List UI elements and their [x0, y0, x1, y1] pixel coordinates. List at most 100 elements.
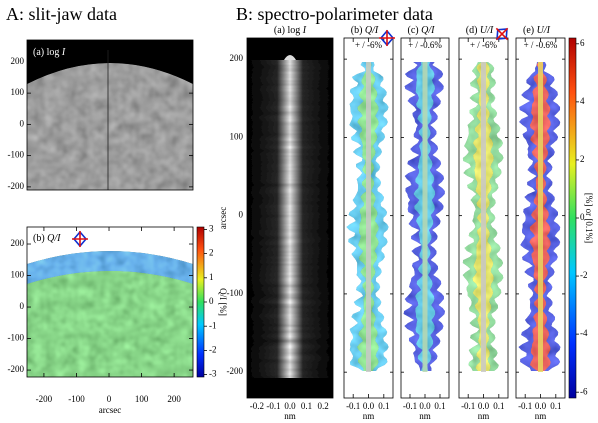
y-tick-label: 100 — [11, 87, 25, 97]
colorbar — [196, 226, 205, 378]
panel-label: (d) U/I — [466, 25, 494, 36]
y-tick-label: 3 — [209, 223, 214, 233]
y-tick-label: 2 — [209, 248, 214, 258]
x-tick-label: -200 — [36, 394, 53, 404]
icon-red — [72, 231, 88, 247]
y-tick-label: 1 — [209, 272, 214, 282]
x-tick-label: 0.0 — [363, 401, 375, 411]
x-tick-label: 0.0 — [284, 401, 296, 411]
y-tick-label: 100 — [230, 131, 244, 141]
label-var: I — [302, 25, 307, 36]
x-axis-label: arcsec — [99, 405, 121, 415]
x-tick-label: 0.1 — [301, 401, 312, 411]
y-tick-label: 0 — [580, 212, 585, 222]
label-var: Q/I — [47, 233, 61, 244]
panel-label: (e) U/I — [523, 25, 551, 36]
y-tick-label: 4 — [580, 96, 585, 106]
x-tick-label: -0.1 — [266, 401, 280, 411]
panel-label: (b) Q/I — [351, 25, 379, 36]
x-axis-label: nm — [419, 411, 431, 421]
polarization-icon — [495, 27, 509, 41]
x-tick-label: 0.0 — [535, 401, 547, 411]
y-tick-label: 200 — [230, 53, 244, 63]
label-var: Q/I — [365, 25, 379, 36]
colorbar — [568, 37, 577, 399]
x-tick-label: 0.1 — [493, 401, 504, 411]
panel-label: (a) log I — [33, 47, 66, 58]
x-tick-label: -0.1 — [461, 401, 475, 411]
x-tick-label: 100 — [135, 394, 149, 404]
x-tick-label: 0.0 — [419, 401, 431, 411]
label-text: (b) — [33, 233, 47, 244]
x-tick-label: 0.1 — [378, 401, 389, 411]
y-tick-label: -4 — [580, 328, 588, 338]
panel-range: + / -0.6% — [524, 40, 558, 50]
panel-range: + / -0.6% — [408, 40, 442, 50]
label-text: (c) — [408, 25, 422, 36]
y-tick-label: -200 — [8, 364, 25, 374]
x-tick-label: 0.1 — [434, 401, 445, 411]
slit-jaw-image — [27, 63, 193, 190]
frame — [26, 39, 194, 191]
y-tick-label: 0 — [20, 301, 25, 311]
y-tick-label: -200 — [227, 366, 244, 376]
polarization-core — [366, 62, 371, 372]
x-tick-label: 0.2 — [317, 401, 328, 411]
x-axis-label: nm — [363, 411, 375, 421]
y-tick-label: -2 — [580, 270, 588, 280]
x-tick-label: 0.0 — [478, 401, 490, 411]
section-a-title: A: slit-jaw data — [6, 4, 117, 24]
x-tick-label: -100 — [68, 394, 85, 404]
label-var: U/I — [537, 25, 551, 36]
x-tick-label: 0.1 — [550, 401, 561, 411]
label-text: (a) log — [33, 47, 62, 58]
panel-range: + / -6% — [355, 40, 383, 50]
polarization-icon — [379, 29, 395, 47]
y-tick-label: -200 — [8, 181, 25, 191]
section-b-title: B: spectro-polarimeter data — [236, 4, 433, 24]
label-text: (b) — [351, 25, 365, 36]
y-tick-label: -100 — [227, 288, 244, 298]
x-tick-label: -0.1 — [518, 401, 532, 411]
y-tick-label: -100 — [8, 333, 25, 343]
panel-label: (b) Q/I — [33, 233, 61, 244]
spectrum-image — [247, 38, 333, 398]
polarization-core — [481, 62, 486, 372]
x-tick-label: -0.1 — [346, 401, 360, 411]
label-text: (e) — [523, 25, 537, 36]
y-tick-label: -3 — [209, 369, 217, 379]
y-tick-label: 0 — [239, 210, 244, 220]
polarization-core — [422, 62, 428, 372]
spectrum-top — [284, 55, 296, 60]
x-axis-label: nm — [478, 411, 490, 421]
spectrum-edge — [247, 38, 333, 60]
y-tick-label: 100 — [11, 270, 25, 280]
y-tick-label: 0 — [209, 296, 214, 306]
panel-label: (c) Q/I — [408, 25, 436, 36]
polarization-core — [538, 62, 543, 372]
x-tick-label: -0.1 — [403, 401, 417, 411]
spectrum-edge — [247, 378, 333, 398]
label-var: U/I — [480, 25, 494, 36]
frame — [26, 226, 194, 378]
x-tick-label: 0 — [107, 394, 112, 404]
y-tick-label: 200 — [11, 56, 25, 66]
x-tick-label: 200 — [167, 394, 181, 404]
label-var: I — [61, 47, 66, 58]
x-axis-label: nm — [535, 411, 547, 421]
y-axis-label: arcsec — [218, 207, 228, 229]
y-tick-label: 200 — [11, 238, 25, 248]
polarization-image — [27, 251, 193, 377]
y-tick-label: 2 — [580, 154, 585, 164]
y-tick-label: 6 — [580, 38, 585, 48]
y-tick-label: -1 — [209, 320, 217, 330]
label-text: (d) — [466, 25, 480, 36]
panel-range: + / -6% — [470, 40, 498, 50]
y-tick-label: -6 — [580, 386, 588, 396]
y-tick-label: -100 — [8, 150, 25, 160]
y-tick-label: -2 — [209, 344, 217, 354]
x-axis-label: nm — [284, 411, 296, 421]
colorbar-label: Q/I [%] — [218, 288, 228, 316]
x-tick-label: -0.2 — [250, 401, 264, 411]
